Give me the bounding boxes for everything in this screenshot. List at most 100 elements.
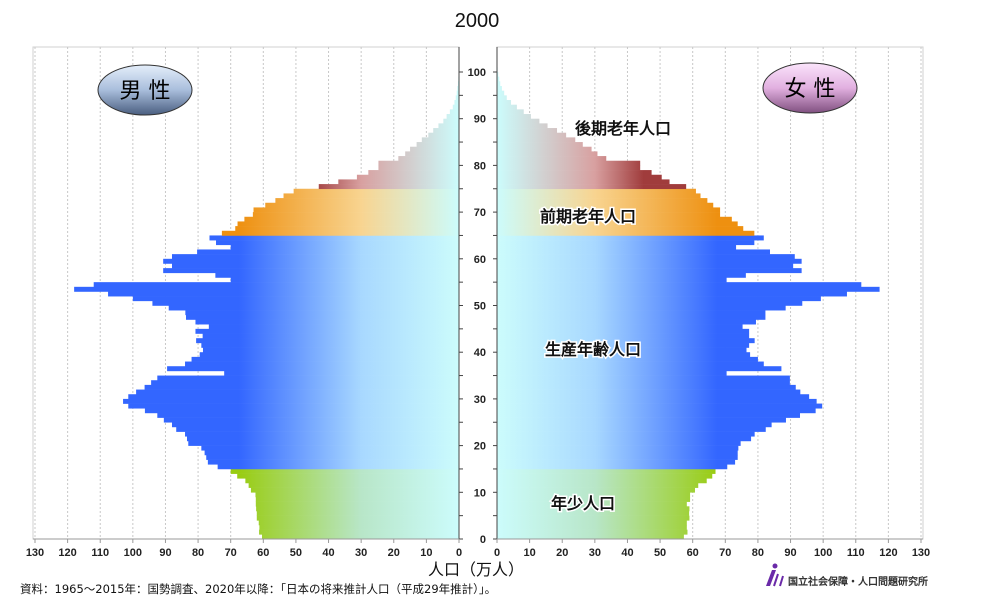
female-x-tick-label: 30 [589, 547, 601, 559]
male-bar-age-35 [224, 370, 459, 376]
age-tick-label: 80 [474, 160, 486, 172]
female-bar-age-92 [497, 104, 517, 110]
female-x-tick-label: 130 [912, 547, 930, 559]
working-age-label: 生産年齢人口 [545, 340, 641, 359]
svg-text:男 性: 男 性 [120, 79, 171, 104]
male-bar-age-11 [248, 482, 460, 488]
female-bar-age-34 [497, 375, 790, 381]
male-bar-age-20 [188, 440, 460, 446]
male-bar-age-57 [163, 268, 459, 274]
male-bar-age-14 [230, 468, 460, 474]
male-bar-age-45 [208, 324, 459, 330]
female-bar-age-19 [497, 445, 739, 451]
male-bar-age-21 [186, 436, 459, 442]
male-bar-age-47 [186, 314, 459, 320]
male-bar-age-91 [449, 109, 459, 115]
female-bar-age-24 [497, 422, 772, 428]
male-bar-age-18 [204, 450, 459, 456]
female-bar-age-23 [497, 426, 766, 432]
male-bar-age-43 [202, 333, 460, 339]
male-bar-age-81 [398, 156, 459, 162]
female-bar-age-17 [497, 454, 738, 460]
female-bar-age-50 [497, 300, 803, 306]
male-bar-age-5 [256, 510, 460, 516]
female-bar-age-70 [497, 207, 721, 213]
male-bar-age-82 [405, 151, 460, 157]
male-bar-age-73 [283, 193, 459, 199]
female-bar-age-90 [497, 114, 531, 119]
age-tick-label: 100 [468, 67, 486, 79]
female-x-tick-label: 50 [654, 547, 666, 559]
source-note: 資料：1965～2015年：国勢調査、2020年以降：「日本の将来推計人口（平成… [20, 582, 496, 596]
female-bar-age-85 [497, 137, 576, 143]
female-label: 女 性 [762, 62, 858, 114]
female-bar-age-28 [497, 403, 823, 409]
female-bar-age-35 [497, 370, 727, 376]
male-bar-age-77 [356, 174, 460, 180]
female-bar-age-12 [497, 478, 707, 484]
female-bar-age-26 [497, 412, 800, 418]
female-bar-age-69 [497, 212, 721, 218]
female-bar-age-22 [497, 431, 755, 437]
female-bar-age-67 [497, 221, 738, 227]
age-tick-label: 10 [474, 487, 486, 499]
male-x-tick-label: 20 [388, 547, 400, 559]
svg-text:女 性: 女 性 [785, 77, 836, 102]
female-bar-age-66 [497, 226, 744, 232]
male-bar-age-12 [245, 478, 459, 484]
male-bar-age-9 [255, 492, 459, 498]
female-bar-age-20 [497, 440, 741, 446]
female-bar-age-58 [497, 263, 794, 269]
male-bar-age-88 [438, 123, 460, 129]
female-bar-age-33 [497, 380, 790, 386]
female-bar-age-65 [497, 230, 755, 236]
male-bar-age-23 [176, 426, 460, 432]
male-bar-age-42 [196, 338, 459, 344]
male-bar-age-56 [215, 272, 460, 278]
male-bar-age-48 [185, 310, 459, 316]
female-bar-age-63 [497, 240, 755, 246]
male-bar-age-36 [167, 366, 460, 372]
female-bar-age-91 [497, 109, 524, 115]
female-bar-age-72 [497, 198, 708, 204]
male-bar-age-65 [221, 230, 459, 236]
female-bar-age-51 [497, 296, 821, 302]
female-bar-age-89 [497, 118, 540, 124]
female-bar-age-81 [497, 156, 607, 162]
male-bar-age-54 [93, 282, 459, 288]
male-bar-age-78 [368, 170, 459, 176]
female-bar-age-45 [497, 324, 743, 330]
bars [74, 67, 880, 540]
female-bar-age-78 [497, 170, 652, 176]
male-bar-age-4 [256, 515, 460, 521]
male-bar-age-28 [128, 403, 459, 409]
age-tick-label: 90 [474, 114, 486, 126]
female-bar-age-18 [497, 450, 738, 456]
male-bar-age-87 [433, 128, 460, 134]
male-bar-age-70 [253, 207, 460, 213]
female-bar-age-83 [497, 146, 592, 152]
male-bar-age-32 [144, 384, 459, 390]
male-bar-age-66 [235, 226, 459, 232]
ipss-logo: 国立社会保障・人口問題研究所 [766, 563, 928, 588]
male-x-tick-label: 110 [91, 547, 109, 559]
female-x-tick-label: 40 [621, 547, 633, 559]
female-bar-age-98 [497, 76, 500, 82]
female-bar-age-57 [497, 268, 802, 274]
female-x-tick-label: 80 [752, 547, 764, 559]
male-bar-age-10 [250, 487, 460, 493]
female-x-tick-label: 70 [719, 547, 731, 559]
female-bar-age-74 [497, 188, 696, 194]
female-bar-age-71 [497, 202, 714, 208]
male-bar-age-33 [151, 380, 460, 386]
female-bar-age-37 [497, 361, 764, 367]
female-bar-age-40 [497, 347, 747, 353]
male-bar-age-76 [338, 179, 460, 185]
male-bar-age-34 [157, 375, 459, 381]
male-bar-age-15 [217, 464, 459, 470]
x-axis-label: 人口（万人） [428, 560, 524, 579]
female-bar-age-86 [497, 132, 567, 138]
age-tick-label: 20 [474, 441, 486, 453]
female-bar-age-10 [497, 487, 695, 493]
male-bar-age-72 [275, 198, 459, 204]
